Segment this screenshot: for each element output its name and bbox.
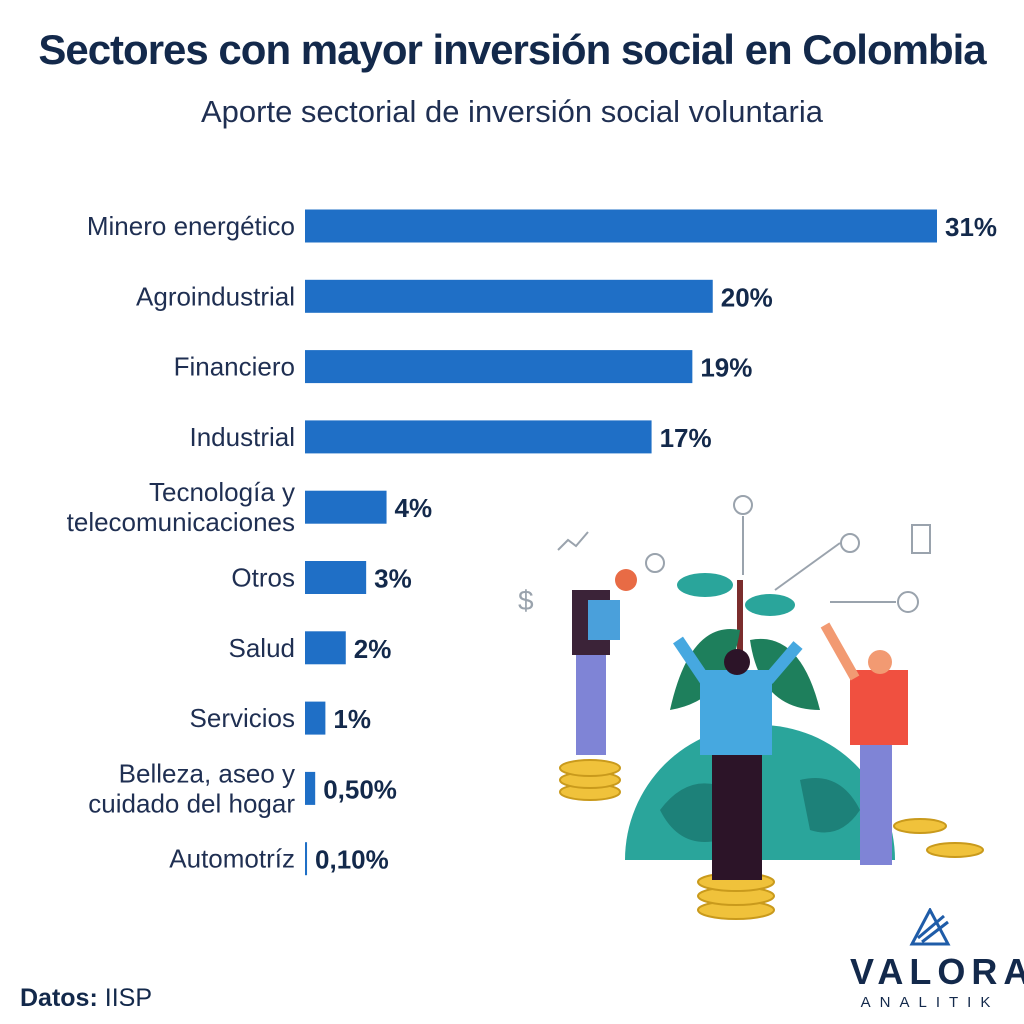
bar	[305, 279, 713, 313]
gear-icon	[897, 591, 919, 613]
bar	[305, 842, 308, 876]
category-label: Tecnología y telecomunicaciones	[67, 477, 295, 537]
source-note: Datos: IISP	[20, 984, 152, 1013]
value-label: 2%	[354, 634, 392, 664]
value-label: 0,10%	[315, 845, 389, 875]
category-label: Financiero	[174, 352, 295, 382]
bar	[305, 209, 937, 243]
category-label: Automotríz	[169, 844, 295, 874]
pie-chart-icon	[733, 495, 753, 515]
logo-mark-icon	[909, 908, 951, 946]
leaf-icon	[745, 594, 795, 616]
category-label: Salud	[229, 633, 296, 663]
value-label: 0,50%	[323, 774, 397, 804]
category-label: Minero energético	[87, 211, 295, 241]
brand-name: VALORA	[850, 951, 1024, 992]
value-label: 4%	[395, 493, 433, 523]
brand-subname: ANALITIK	[860, 994, 1000, 1011]
globe-small-icon	[840, 533, 860, 553]
value-label: 31%	[945, 212, 997, 242]
bar	[305, 701, 326, 735]
category-label: Industrial	[190, 422, 296, 452]
bar	[305, 350, 693, 384]
illustration-people-watering-globe: $	[518, 495, 984, 920]
chart-subtitle: Aporte sectorial de inversión social vol…	[200, 94, 824, 129]
category-label: Belleza, aseo y cuidado del hogar	[88, 758, 295, 818]
source-value: IISP	[104, 984, 152, 1012]
value-label: 3%	[374, 564, 412, 594]
bar	[305, 561, 367, 594]
leaf-icon	[677, 573, 733, 597]
bar	[305, 420, 652, 454]
chart-title: Sectores con mayor inversión social en C…	[38, 26, 986, 73]
building-icon	[911, 524, 931, 554]
bar	[305, 490, 387, 524]
bar-chart: Minero energético 31% Agroindustrial 20% Fin…	[67, 209, 997, 876]
target-icon	[645, 553, 665, 573]
brand-logo: VALORA ANALITIK	[850, 908, 1024, 1011]
bar	[305, 631, 346, 665]
value-label: 19%	[700, 353, 752, 383]
watering-can-icon	[588, 600, 620, 640]
value-label: 17%	[660, 423, 712, 453]
dollar-icon: $	[518, 585, 534, 616]
value-label: 20%	[721, 282, 773, 312]
category-label: Agroindustrial	[136, 281, 295, 311]
value-label: 1%	[333, 704, 371, 734]
source-label: Datos:	[20, 984, 98, 1012]
bar	[305, 771, 316, 805]
category-label: Otros	[231, 563, 295, 593]
growth-chart-icon	[557, 531, 589, 551]
category-label: Servicios	[190, 703, 295, 733]
